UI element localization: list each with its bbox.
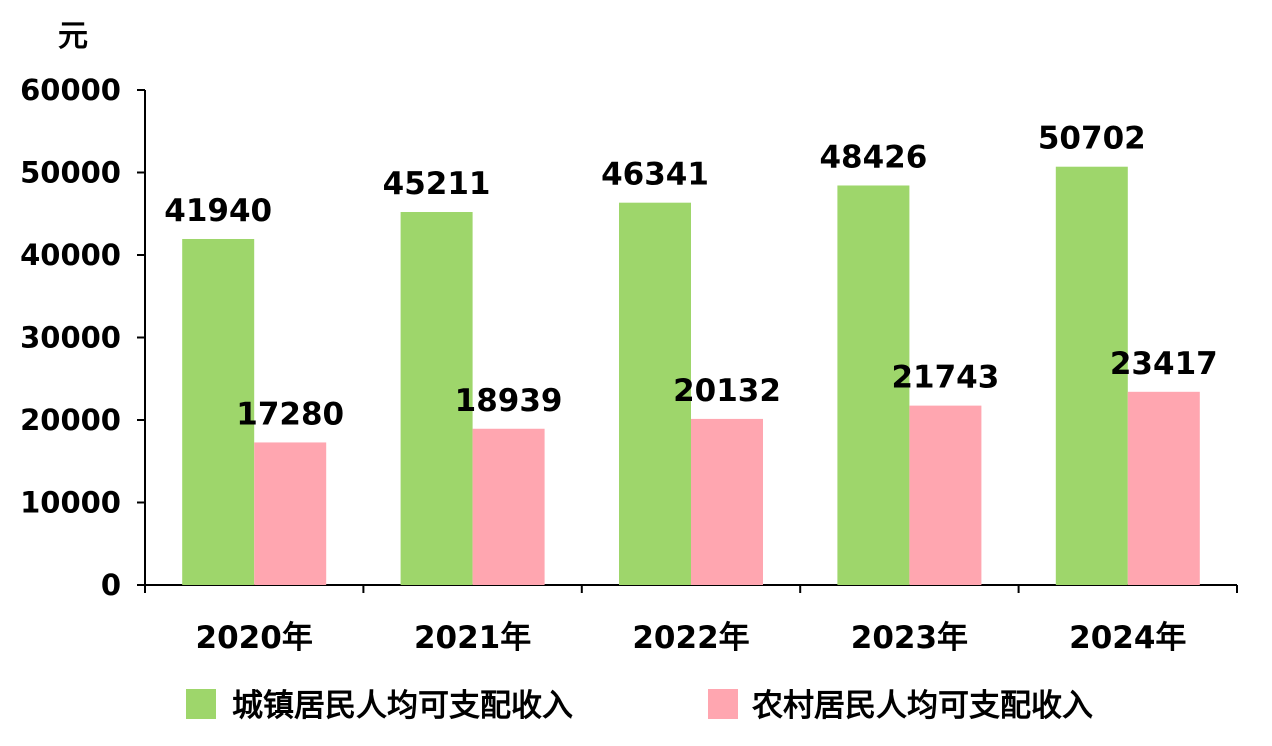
bar-rural	[254, 442, 327, 585]
y-tick-label: 10000	[20, 486, 121, 520]
data-label-urban: 46341	[601, 157, 709, 193]
data-label-rural: 23417	[1110, 346, 1218, 382]
legend: 城镇居民人均可支配收入 农村居民人均可支配收入	[186, 688, 1093, 724]
data-label-urban: 50702	[1038, 121, 1146, 157]
bar-urban	[1055, 166, 1128, 585]
y-tick-label: 30000	[20, 321, 121, 355]
x-tick-label: 2024年	[1069, 620, 1186, 656]
bar-urban	[619, 202, 691, 585]
data-label-urban: 41940	[164, 193, 272, 229]
bar-rural	[691, 418, 763, 585]
y-tick-label: 40000	[20, 238, 121, 272]
data-labels: 41940 17280 45211 18939 46341 20132 48426 21743…	[164, 121, 1217, 433]
data-label-urban: 48426	[819, 139, 927, 175]
x-tick-label: 2023年	[851, 620, 968, 656]
x-axis: 2020年 2021年 2022年 2023年 2024年	[144, 584, 1238, 656]
bar-rural	[472, 428, 545, 585]
legend-label-rural: 农村居民人均可支配收入	[752, 688, 1093, 724]
y-tick-label: 50000	[20, 156, 121, 190]
data-label-urban: 45211	[383, 166, 491, 202]
y-tick-label: 60000	[20, 73, 121, 107]
legend-swatch-rural	[708, 689, 738, 719]
y-tick-label: 0	[101, 568, 121, 602]
legend-swatch-urban	[186, 689, 216, 719]
legend-label-urban: 城镇居民人均可支配收入	[232, 688, 573, 724]
data-label-rural: 20132	[673, 373, 781, 409]
data-label-rural: 17280	[236, 396, 344, 432]
x-tick-label: 2020年	[196, 620, 313, 656]
x-tick-label: 2022年	[632, 620, 749, 656]
bar-urban	[837, 185, 910, 585]
data-label-rural: 21743	[891, 360, 999, 396]
data-label-rural: 18939	[455, 383, 563, 419]
bars	[182, 166, 1200, 585]
bar-urban	[400, 212, 473, 585]
y-axis-unit-label: 元	[58, 19, 88, 54]
y-axis: 0 10000 20000 30000 40000 50000 60000	[20, 73, 146, 602]
bar-urban	[182, 238, 255, 585]
x-tick-label: 2021年	[414, 620, 531, 656]
bar-rural	[909, 405, 982, 585]
y-tick-label: 20000	[20, 403, 121, 437]
bar-rural	[1127, 391, 1200, 585]
